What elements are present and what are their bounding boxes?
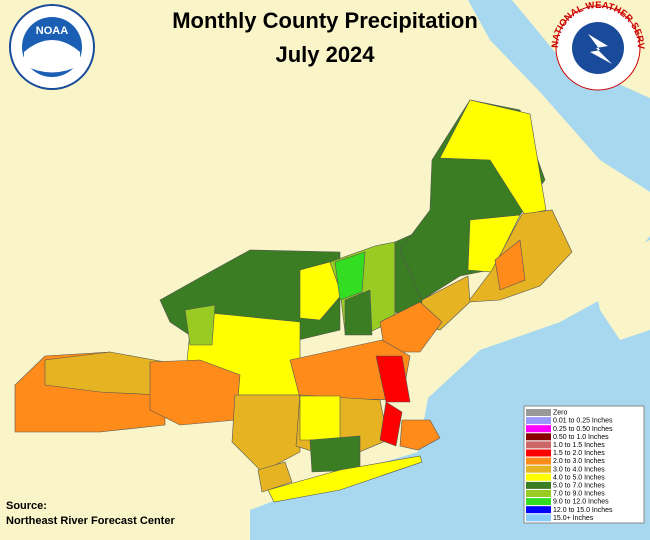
legend-label: 3.0 to 4.0 Inches (553, 466, 605, 473)
nova-scotia (590, 240, 650, 340)
legend-label: 12.0 to 15.0 Inches (553, 507, 613, 514)
legend-swatch (526, 409, 551, 416)
nws-bolt (588, 34, 612, 64)
legend-swatch (526, 473, 551, 481)
county-region (257, 461, 293, 493)
legend-label: 9.0 to 12.0 Inches (553, 499, 609, 506)
counties (14, 99, 573, 503)
county-region (399, 419, 441, 451)
legend-swatch (526, 465, 551, 473)
county-region (309, 435, 361, 473)
county-region (379, 401, 403, 447)
title: Monthly County Precipitation (172, 8, 478, 33)
legend-label: 4.0 to 5.0 Inches (553, 474, 605, 481)
county-region (149, 359, 241, 426)
county-region (494, 239, 526, 291)
legend-label: Zero (553, 410, 568, 417)
legend-swatch (526, 514, 551, 522)
st-lawrence (468, 0, 650, 192)
legend-swatch (526, 490, 551, 497)
legend-swatch (526, 506, 551, 514)
legend-swatch (526, 449, 551, 457)
noaa-bird (24, 40, 80, 73)
legend-label: 1.5 to 2.0 Inches (553, 450, 605, 457)
legend-label: 2.0 to 3.0 Inches (553, 458, 605, 465)
county-region (439, 99, 547, 216)
legend-swatch (526, 441, 551, 449)
legend-swatch (526, 481, 551, 489)
legend-label: 15.0+ Inches (553, 515, 594, 522)
subtitle: July 2024 (275, 42, 375, 67)
legend-swatch (526, 457, 551, 465)
county-region (334, 251, 366, 301)
legend-label: 0.25 to 0.50 Inches (553, 426, 613, 433)
source-text: Northeast River Forecast Center (6, 515, 175, 527)
noaa-text: NOAA (36, 25, 68, 37)
legend-label: 1.0 to 1.5 Inches (553, 442, 605, 449)
county-region (267, 455, 423, 503)
legend-label: 0.50 to 1.0 Inches (553, 434, 609, 441)
legend-swatch (526, 417, 551, 425)
legend-swatch (526, 498, 551, 506)
county-region (375, 355, 411, 403)
county-region (299, 395, 341, 441)
legend-label: 5.0 to 7.0 Inches (553, 483, 605, 490)
county-region (231, 394, 301, 473)
legend-swatch (526, 425, 551, 433)
noaa-logo: NOAA (9, 4, 95, 90)
legend-label: 7.0 to 9.0 Inches (553, 491, 605, 498)
county-region (344, 289, 373, 336)
legend-label: 0.01 to 0.25 Inches (553, 418, 613, 425)
county-region (184, 304, 216, 346)
legend-swatch (526, 433, 551, 441)
source-label: Source: (6, 500, 47, 512)
